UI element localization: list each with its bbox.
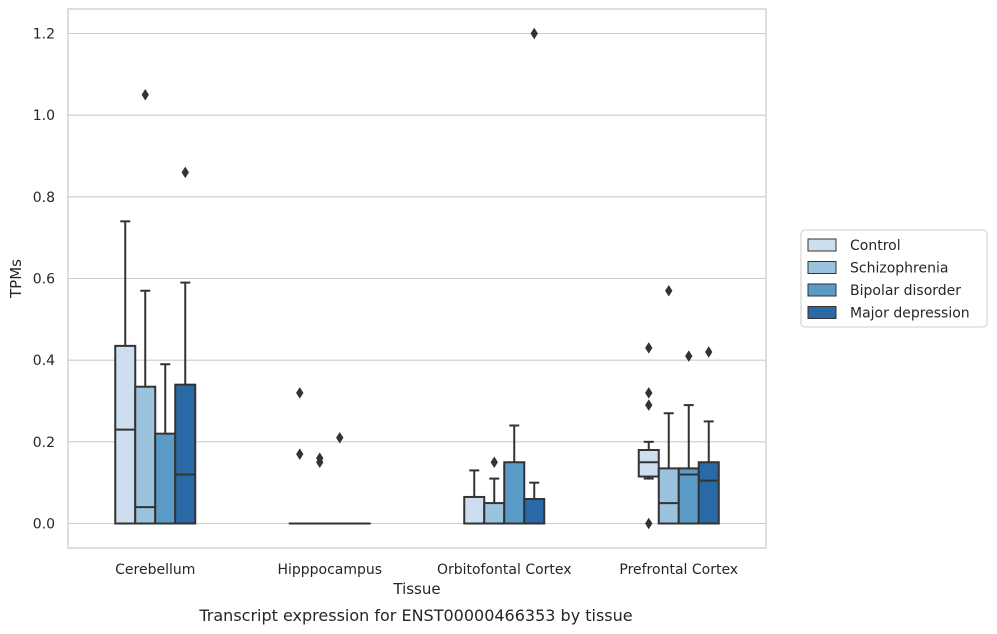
legend-swatch — [807, 283, 837, 297]
legend-label: Major depression — [850, 306, 970, 322]
outlier-point — [645, 399, 653, 411]
y-tick-label: 0.4 — [33, 353, 55, 369]
box-element — [174, 166, 197, 525]
outlier-point — [316, 456, 324, 468]
box-body — [523, 498, 546, 525]
legend-item: Schizophrenia — [807, 261, 948, 277]
box-body — [174, 383, 197, 525]
outlier-point — [645, 517, 653, 530]
series-group — [114, 220, 660, 530]
box-body — [134, 385, 157, 525]
outlier-point — [490, 456, 498, 468]
outlier-point — [665, 285, 673, 297]
box-element — [523, 27, 546, 525]
legend-swatch — [807, 238, 837, 252]
outlier-point — [141, 89, 149, 101]
box-body — [154, 432, 177, 525]
legend-swatch — [807, 261, 837, 274]
outlier-point — [530, 27, 538, 40]
x-tick-label: Orbitofontal Cortex — [437, 562, 572, 578]
box-element — [288, 387, 311, 525]
box-element — [154, 363, 177, 525]
box-element — [677, 350, 700, 525]
legend-item: Major depression — [807, 306, 970, 322]
outlier-point — [645, 387, 653, 399]
x-axis-label: Tissue — [392, 580, 440, 598]
x-tick-label: Cerebellum — [115, 562, 195, 578]
box-element — [503, 424, 526, 525]
legend-label: Schizophrenia — [850, 261, 948, 277]
legend-item: Control — [807, 238, 901, 254]
legend-swatch — [807, 306, 837, 319]
legend-frame — [800, 229, 988, 328]
outlier-point — [705, 346, 713, 358]
series-group — [174, 27, 720, 525]
y-tick-label: 0.8 — [33, 190, 55, 206]
outlier-point — [296, 448, 304, 460]
box-body — [697, 461, 720, 525]
plot-frame — [67, 8, 767, 549]
box-body — [503, 461, 526, 525]
box-body — [657, 467, 680, 525]
legend-label: Bipolar disorder — [850, 283, 961, 299]
y-tick-label: 0.2 — [33, 435, 55, 451]
outlier-point — [645, 342, 653, 354]
y-tick-label: 0.6 — [33, 272, 55, 288]
box-element — [114, 220, 137, 525]
box-element — [657, 285, 680, 525]
legend-label: Control — [850, 238, 901, 254]
outlier-point — [685, 350, 693, 362]
x-tick-label: Hipppocampus — [277, 562, 382, 578]
box-body — [483, 502, 506, 525]
box-element — [637, 342, 660, 530]
outlier-point — [181, 166, 189, 179]
box-series — [114, 27, 720, 530]
legend: Control Schizophrenia Bipolar disorder Majo… — [800, 229, 988, 328]
box-element — [697, 346, 720, 525]
y-axis-label: TPMs — [7, 259, 25, 299]
figure-caption: Transcript expression for ENST0000046635… — [199, 606, 633, 625]
box-body — [463, 495, 486, 525]
series-group — [154, 350, 700, 525]
outlier-point — [296, 387, 304, 399]
y-tick-label: 1.0 — [33, 108, 55, 124]
y-axis-ticks: 0.0 0.2 0.4 0.6 0.8 1.0 1.2 — [33, 27, 55, 533]
box-body — [677, 467, 700, 525]
y-tick-label: 1.2 — [33, 27, 55, 43]
legend-item: Bipolar disorder — [807, 283, 961, 299]
box-body — [637, 449, 660, 478]
outlier-point — [336, 432, 344, 444]
box-body — [114, 344, 137, 525]
x-axis-ticks: Cerebellum Hipppocampus Orbitofontal Corte… — [115, 562, 738, 578]
x-tick-label: Prefrontal Cortex — [619, 562, 738, 578]
y-tick-label: 0.0 — [33, 517, 55, 533]
